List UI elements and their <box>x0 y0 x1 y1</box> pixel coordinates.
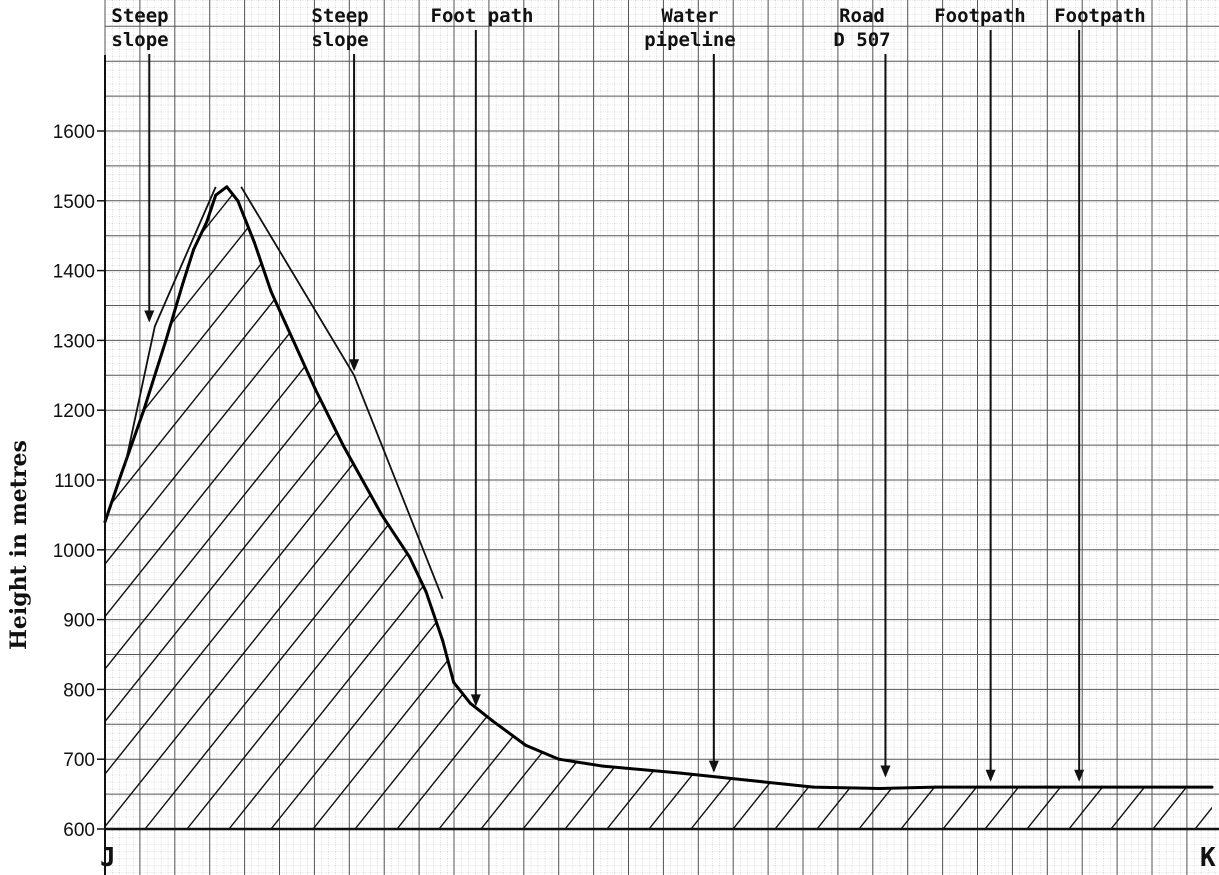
annotation: Footpath <box>1054 5 1146 782</box>
profile-point <box>313 387 317 391</box>
profile-point <box>1210 785 1214 789</box>
arrow-head <box>880 765 891 778</box>
profile-polyline <box>103 185 1212 791</box>
y-tick-label: 1000 <box>53 541 95 562</box>
profile-point <box>214 193 218 197</box>
arrow-head <box>708 760 719 773</box>
y-axis: 600 700 800 900 1000 1100 1200 1300 1400 1500 1600 <box>53 55 106 875</box>
graph-paper-grid <box>104 0 1219 875</box>
y-axis-title: Height in metres <box>6 440 32 650</box>
profile-point <box>524 743 528 747</box>
profile-point <box>1044 785 1048 789</box>
end-point-label: K <box>1200 843 1216 873</box>
profile-point <box>252 241 256 245</box>
bracket-left <box>124 186 217 467</box>
annotation-label: Footpath <box>1054 5 1146 27</box>
y-tick-label: 1300 <box>53 331 95 352</box>
y-tick-label: 1600 <box>53 122 95 143</box>
profile-point <box>291 338 295 342</box>
profile-point <box>679 771 683 775</box>
profile-point <box>164 338 168 342</box>
slope-brackets <box>124 186 444 599</box>
y-tick-label: 700 <box>63 750 95 771</box>
profile-point <box>745 778 749 782</box>
start-point-label: J <box>100 843 116 873</box>
profile-point <box>120 471 124 475</box>
y-tick-label: 1100 <box>54 471 95 492</box>
y-tick-label: 1200 <box>53 401 95 422</box>
profile-point <box>811 785 815 789</box>
profile-line <box>103 185 1214 791</box>
profile-point <box>601 764 605 768</box>
annotation-label: pipeline <box>644 29 736 51</box>
annotation: Foot path <box>431 5 534 707</box>
annotation-label: Footpath <box>934 5 1026 27</box>
annotation-label: Road <box>839 5 885 27</box>
profile-point <box>468 701 472 705</box>
annotation-label: D 507 <box>833 29 890 51</box>
annotation-label: Water <box>661 5 718 27</box>
y-tick-label: 800 <box>63 680 95 701</box>
profile-point <box>1099 785 1103 789</box>
profile-point <box>192 248 196 252</box>
arrow-head <box>470 694 481 707</box>
profile-point <box>269 290 273 294</box>
y-tick-label: 1500 <box>53 192 95 213</box>
annotation-label: Steep <box>311 5 368 27</box>
profile-point <box>380 513 384 517</box>
profile-point <box>205 220 209 224</box>
annotation-label: Foot path <box>431 5 534 27</box>
profile-point <box>933 785 937 789</box>
profile-point <box>452 680 456 684</box>
profile-point <box>978 785 982 789</box>
y-tick-label: 900 <box>63 611 95 632</box>
bracket-right <box>240 186 444 599</box>
profile-point <box>341 443 345 447</box>
profile-point <box>225 185 229 189</box>
annotation-label: Steep <box>111 5 168 27</box>
arrow-head <box>144 310 155 323</box>
profile-point <box>424 590 428 594</box>
arrow-head <box>349 359 360 372</box>
y-tick-label: 1400 <box>53 262 95 283</box>
profile-point <box>180 283 184 287</box>
profile-point <box>142 408 146 412</box>
annotation-label: slope <box>111 29 168 51</box>
profile-point <box>490 719 494 723</box>
profile-point <box>557 757 561 761</box>
profile-point <box>236 199 240 203</box>
arrow-head <box>1074 769 1085 782</box>
y-tick-label: 600 <box>63 820 95 841</box>
profile-point <box>441 639 445 643</box>
annotation: Footpath <box>934 5 1026 782</box>
annotation-label: slope <box>311 29 368 51</box>
arrow-head <box>985 769 996 782</box>
profile-point <box>878 787 882 791</box>
profile-point <box>407 555 411 559</box>
